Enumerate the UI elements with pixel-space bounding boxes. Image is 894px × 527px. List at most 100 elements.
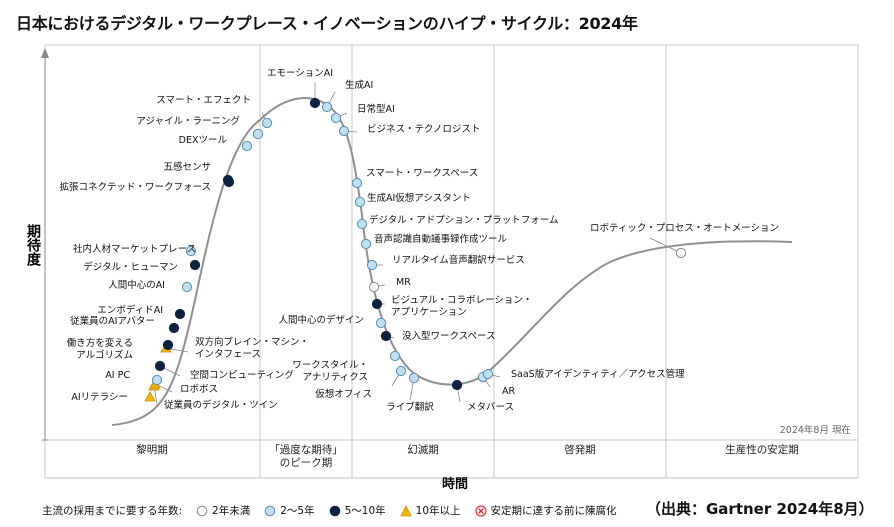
technology-marker bbox=[389, 350, 401, 362]
technology-marker bbox=[360, 238, 372, 250]
legend-item-label: 10年以上 bbox=[415, 505, 461, 517]
source-note: （出典：Gartner 2024年8月） bbox=[646, 500, 874, 518]
technology-marker bbox=[408, 372, 420, 384]
as-of-note: 2024年8月 現在 bbox=[780, 424, 851, 436]
technology-label: AIリテラシー bbox=[71, 392, 128, 403]
x-circle-icon bbox=[474, 504, 487, 517]
technology-label: 音声認識自動議事録作成ツール bbox=[374, 233, 508, 245]
technology-label: SaaS版アイデンティティ／アクセス管理 bbox=[511, 368, 685, 380]
technology-marker bbox=[675, 247, 687, 259]
technology-label: 働き方を変えるアルゴリズム bbox=[67, 337, 133, 361]
technology-marker bbox=[351, 177, 363, 189]
technology-label: エンボディドAI bbox=[97, 304, 163, 316]
technology-label: MR bbox=[396, 277, 411, 288]
technology-label: AI PC bbox=[105, 370, 130, 381]
technology-label: 双方向ブレイン・マシン・インタフェース bbox=[195, 336, 309, 360]
technology-label: メタバース bbox=[467, 402, 514, 413]
technology-label: 従業員のAIアバター bbox=[70, 315, 155, 327]
technology-marker bbox=[181, 281, 193, 293]
technology-marker bbox=[261, 117, 273, 129]
technology-label: エモーションAI bbox=[267, 68, 333, 79]
technology-label: スマート・エフェクト bbox=[156, 95, 251, 106]
legend-label: 主流の採用までに要する年数: bbox=[42, 505, 183, 517]
technology-label: ロボボス bbox=[180, 384, 218, 395]
legend-item: 2年未満 bbox=[196, 503, 250, 518]
technology-label: 社内人材マーケットプレース bbox=[73, 243, 196, 255]
y-axis-arrow bbox=[41, 48, 49, 58]
technology-label: アジャイル・ラーニング bbox=[136, 115, 240, 127]
technology-label: スマート・ワークスペース bbox=[366, 168, 478, 179]
technology-label: 生成AI bbox=[345, 79, 373, 91]
circle-icon bbox=[264, 505, 276, 516]
technology-marker bbox=[252, 128, 264, 140]
technology-label: DEXツール bbox=[179, 135, 228, 146]
technology-label: 人間中心のAI bbox=[108, 279, 165, 291]
technology-label: ワークスタイル・アナリティクス bbox=[292, 360, 368, 383]
hype-curve-line bbox=[111, 97, 793, 426]
technology-marker bbox=[168, 322, 180, 334]
legend-item: 2～5年 bbox=[264, 503, 315, 518]
technology-marker bbox=[309, 97, 321, 109]
technology-marker bbox=[366, 259, 378, 271]
technology-marker bbox=[451, 379, 463, 391]
legend: 主流の採用までに要する年数: 2年未満 2～5年 5～10年 10年以上 安定期に達する… bbox=[42, 503, 617, 518]
technology-label: 従業員のデジタル・ツイン bbox=[164, 399, 278, 411]
technology-label: リアルタイム音声翻訳サービス bbox=[392, 254, 525, 266]
phase-label: 「過度な期待」 bbox=[269, 443, 343, 456]
technology-marker bbox=[338, 125, 350, 137]
triangle-icon bbox=[400, 504, 412, 516]
technology-label: 仮想オフィス bbox=[315, 388, 372, 400]
technology-marker bbox=[321, 101, 333, 113]
chart-title: 日本におけるデジタル・ワークプレース・イノベーションのハイプ・サイクル：2024… bbox=[16, 14, 638, 33]
technology-label: デジタル・ヒューマン bbox=[83, 261, 178, 273]
technology-label: ロボティック・プロセス・オートメーション bbox=[590, 223, 779, 234]
technology-marker bbox=[395, 365, 407, 377]
technology-marker bbox=[144, 391, 156, 402]
leader-line bbox=[649, 237, 682, 254]
technology-marker bbox=[354, 196, 366, 208]
phase-labels: 黎明期 「過度な期待」のピーク期 幻滅期 啓発期 生産性の安定期 bbox=[136, 443, 799, 469]
technology-marker bbox=[368, 281, 380, 293]
technology-label: 生成AI仮想アシスタント bbox=[367, 192, 471, 204]
legend-item: 5～10年 bbox=[329, 503, 386, 518]
phase-label: のピーク期 bbox=[280, 457, 333, 469]
technology-marker bbox=[241, 140, 253, 152]
technology-label: 日常型AI bbox=[357, 103, 395, 115]
technology-label: ライブ翻訳 bbox=[386, 401, 434, 413]
technology-marker bbox=[154, 360, 166, 372]
phase-label: 黎明期 bbox=[136, 443, 168, 456]
circle-icon bbox=[329, 505, 340, 516]
technology-marker bbox=[356, 218, 368, 230]
chart-frame bbox=[41, 44, 859, 479]
technology-marker bbox=[371, 298, 383, 310]
technology-marker bbox=[375, 317, 387, 329]
y-axis-label: 期待度 bbox=[25, 224, 41, 267]
technology-label: 五感センサ bbox=[163, 161, 211, 173]
technology-marker bbox=[189, 259, 201, 271]
technology-marker bbox=[151, 374, 163, 386]
technology-label: AR bbox=[502, 386, 515, 397]
legend-item: 安定期に達する前に陳腐化 bbox=[474, 503, 617, 518]
hype-curve bbox=[111, 97, 793, 426]
legend-item-label: 2年未満 bbox=[212, 505, 251, 517]
legend-item-label: 5～10年 bbox=[344, 505, 386, 517]
x-axis-label: 時間 bbox=[442, 476, 468, 492]
technology-marker bbox=[482, 368, 494, 380]
circle-icon bbox=[196, 505, 208, 516]
technology-marker bbox=[330, 112, 342, 124]
phase-label: 生産性の安定期 bbox=[725, 443, 799, 456]
technology-label: デジタル・アドプション・プラットフォーム bbox=[369, 214, 559, 226]
legend-item-label: 2～5年 bbox=[280, 505, 315, 517]
technology-marker bbox=[174, 308, 186, 320]
technology-marker bbox=[380, 330, 392, 342]
legend-item: 10年以上 bbox=[400, 503, 461, 518]
legend-item-label: 安定期に達する前に陳腐化 bbox=[490, 505, 617, 517]
phase-label: 啓発期 bbox=[564, 443, 596, 456]
technology-label: 人間中心のデザイン bbox=[278, 314, 364, 326]
technology-label: 没入型ワークスペース bbox=[402, 331, 496, 342]
technology-marker bbox=[222, 174, 234, 186]
technology-label: ビジネス・テクノロジスト bbox=[367, 124, 480, 135]
technology-marker bbox=[162, 339, 174, 351]
